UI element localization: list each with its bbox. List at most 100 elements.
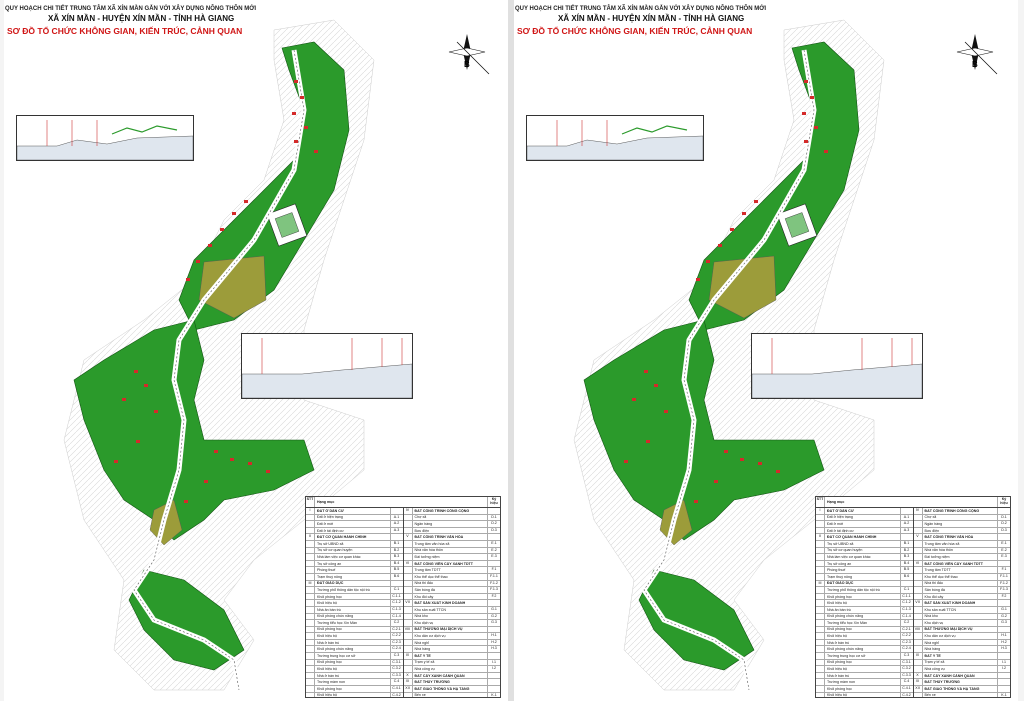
legend-cell-code: B.3 (899, 554, 913, 560)
legend-cell-no (306, 672, 315, 679)
legend-cell-name: Nhà ở bán trú (827, 673, 850, 678)
legend-row: Đất ở tái định cư A.3 (816, 527, 913, 535)
legend-cell-no (816, 573, 825, 580)
legend-row: VI ĐẤT CÔNG VIÊN CÂY XANH TDTT (913, 560, 1010, 568)
legend-row: Nhà thi đấu F.1.2 (403, 580, 500, 588)
legend-header-name: Hạng mục (317, 500, 335, 504)
legend-row: Trường trung học cơ sở C.3 (306, 653, 403, 660)
legend-cell-name: Trụ sở UBND xã (317, 541, 344, 546)
legend-cell-code (389, 508, 403, 514)
legend-row: Nhà ở bán trú C.2.3 (816, 639, 913, 647)
legend-cell-no (306, 527, 315, 534)
legend-cell-no (914, 580, 923, 587)
legend-cell-name: Trụ sở cơ quan huyện (317, 548, 353, 553)
legend-cell-code: I.1 (997, 659, 1010, 666)
legend-cell-code: F.1.1 (487, 573, 500, 580)
legend-row: Nhà làm việc cơ quan khác B.3 (816, 554, 913, 561)
cross-section-2 (241, 333, 413, 399)
legend-cell-code: C.3.1 (899, 659, 913, 666)
legend-cell-code: C.1.4 (389, 613, 403, 620)
legend-cell-no (306, 567, 315, 573)
legend-cell-no (816, 527, 825, 534)
legend-row: XI ĐẤT THỦY TRƯỜNG (913, 679, 1010, 687)
legend-cell-code: K.1 (997, 692, 1010, 697)
legend-cell-no: II (306, 534, 315, 540)
legend-row: VI ĐẤT CÔNG VIÊN CÂY XANH TDTT (403, 560, 500, 568)
legend-cell-name: ĐẤT THỦY TRƯỜNG (924, 680, 960, 685)
legend-cell-no (306, 679, 315, 686)
legend-cell-no: VI (914, 560, 923, 567)
legend-row: Nhà ăn bán trú C.1.3 (306, 606, 403, 614)
legend-cell-name: Nhà ở bán trú (317, 640, 340, 645)
legend-cell-no: V (404, 534, 413, 540)
legend-row: II ĐẤT CƠ QUAN HÀNH CHÍNH (306, 534, 403, 541)
legend-cell-code: D.2 (487, 521, 500, 527)
legend-cell-code: B.2 (899, 547, 913, 554)
legend-cell-code: C.2 (899, 620, 913, 626)
legend-cell-code: A.1 (389, 514, 403, 521)
legend-cell-code: B.5 (389, 567, 403, 573)
north-arrow-icon (956, 34, 998, 75)
legend-cell-code (487, 653, 500, 659)
legend-cell-no (306, 686, 315, 692)
legend-cell-name: Nhà thi đấu (924, 581, 943, 586)
legend-row: IX ĐẤT Y TẾ (913, 653, 1010, 660)
legend-cell-code: D.2 (997, 521, 1010, 527)
legend-row: Khối hiệu bộ C.1.2 (306, 600, 403, 607)
legend-cell-code: C.4 (899, 679, 913, 686)
legend-cell-code (997, 534, 1010, 540)
legend-row: VII ĐẤT SẢN XUẤT KINH DOANH (913, 600, 1010, 607)
legend-cell-no: XII (914, 686, 923, 692)
legend-cell-no (306, 666, 315, 672)
legend-cell-no (306, 554, 315, 560)
legend-cell-name: Nhà nghỉ (414, 640, 429, 645)
legend-cell-name: Phòng thuế (827, 568, 846, 573)
legend-cell-name: Bưu điện (924, 528, 940, 533)
legend-row: Đất ở hiện trạng A.1 (816, 514, 913, 522)
legend-row: Khu đồi cây F.2 (403, 593, 500, 601)
legend-row: Trường phổ thông dân tộc nội trú C.1 (306, 587, 403, 594)
legend-cell-name: Nhà ở bán trú (317, 673, 340, 678)
legend-row: I ĐẤT Ở DÂN CƯ (816, 508, 913, 515)
legend-cell-code: C.3.3 (389, 672, 403, 679)
legend-cell-name: Khối hiệu bộ (317, 634, 337, 639)
legend-cell-code: C.4.1 (899, 686, 913, 692)
legend-row: Đất ở mới A.2 (816, 521, 913, 528)
legend-cell-name: Đất ở hiện trạng (317, 515, 343, 520)
legend-row: Nhà thi đấu F.1.2 (913, 580, 1010, 588)
legend-row: VII ĐẤT SẢN XUẤT KINH DOANH (403, 600, 500, 607)
legend-row: Đất ở mới A.2 (306, 521, 403, 528)
legend-row: Khối phòng chức năng C.2.4 (306, 646, 403, 654)
legend-cell-name: Sân bóng đá (924, 587, 945, 592)
legend-cell-code (997, 686, 1010, 692)
green-zone-middle (73, 319, 315, 541)
legend-cell-name: ĐẤT CÔNG VIÊN CÂY XANH TDTT (414, 561, 473, 566)
legend-cell-no (404, 606, 413, 613)
legend-cell-name: Đất ở hiện trạng (827, 515, 853, 520)
legend-cell-name: ĐẤT SẢN XUẤT KINH DOANH (414, 601, 466, 606)
legend-cell-no (816, 554, 825, 560)
olive-area (708, 255, 777, 319)
legend-row: Khu thể dục thể thao F.1.1 (403, 573, 500, 581)
site-map (573, 19, 998, 691)
legend-row: Trung tâm văn hóa xã E.1 (403, 540, 500, 548)
legend-cell-code (997, 560, 1010, 567)
legend-cell-name: Khu dịch vụ (924, 620, 944, 625)
legend-cell-code (899, 580, 913, 587)
legend-cell-name: Khối phòng học (317, 660, 342, 665)
legend-cell-code: B.1 (899, 540, 913, 547)
legend-row: Nhà văn hóa thôn E.2 (403, 547, 500, 555)
legend-row: Đất ở tái định cư A.3 (306, 527, 403, 535)
legend-cell-name: ĐẤT CƠ QUAN HÀNH CHÍNH (317, 535, 367, 540)
legend-cell-name: Nhà văn hóa thôn (414, 548, 443, 553)
legend-cell-name: ĐẤT CÂY XANH CẢNH QUAN (924, 673, 975, 678)
legend-cell-name: Trụ sở công an (827, 561, 852, 566)
legend-cell-no (306, 573, 315, 580)
legend-row: Nhà làm việc cơ quan khác B.3 (306, 554, 403, 561)
north-label: B (464, 60, 470, 69)
legend-cell-no (404, 666, 413, 672)
legend-cell-code: C.4.1 (389, 686, 403, 692)
legend-cell-no (306, 639, 315, 646)
legend-cell-name: Khối phòng học (317, 686, 342, 691)
